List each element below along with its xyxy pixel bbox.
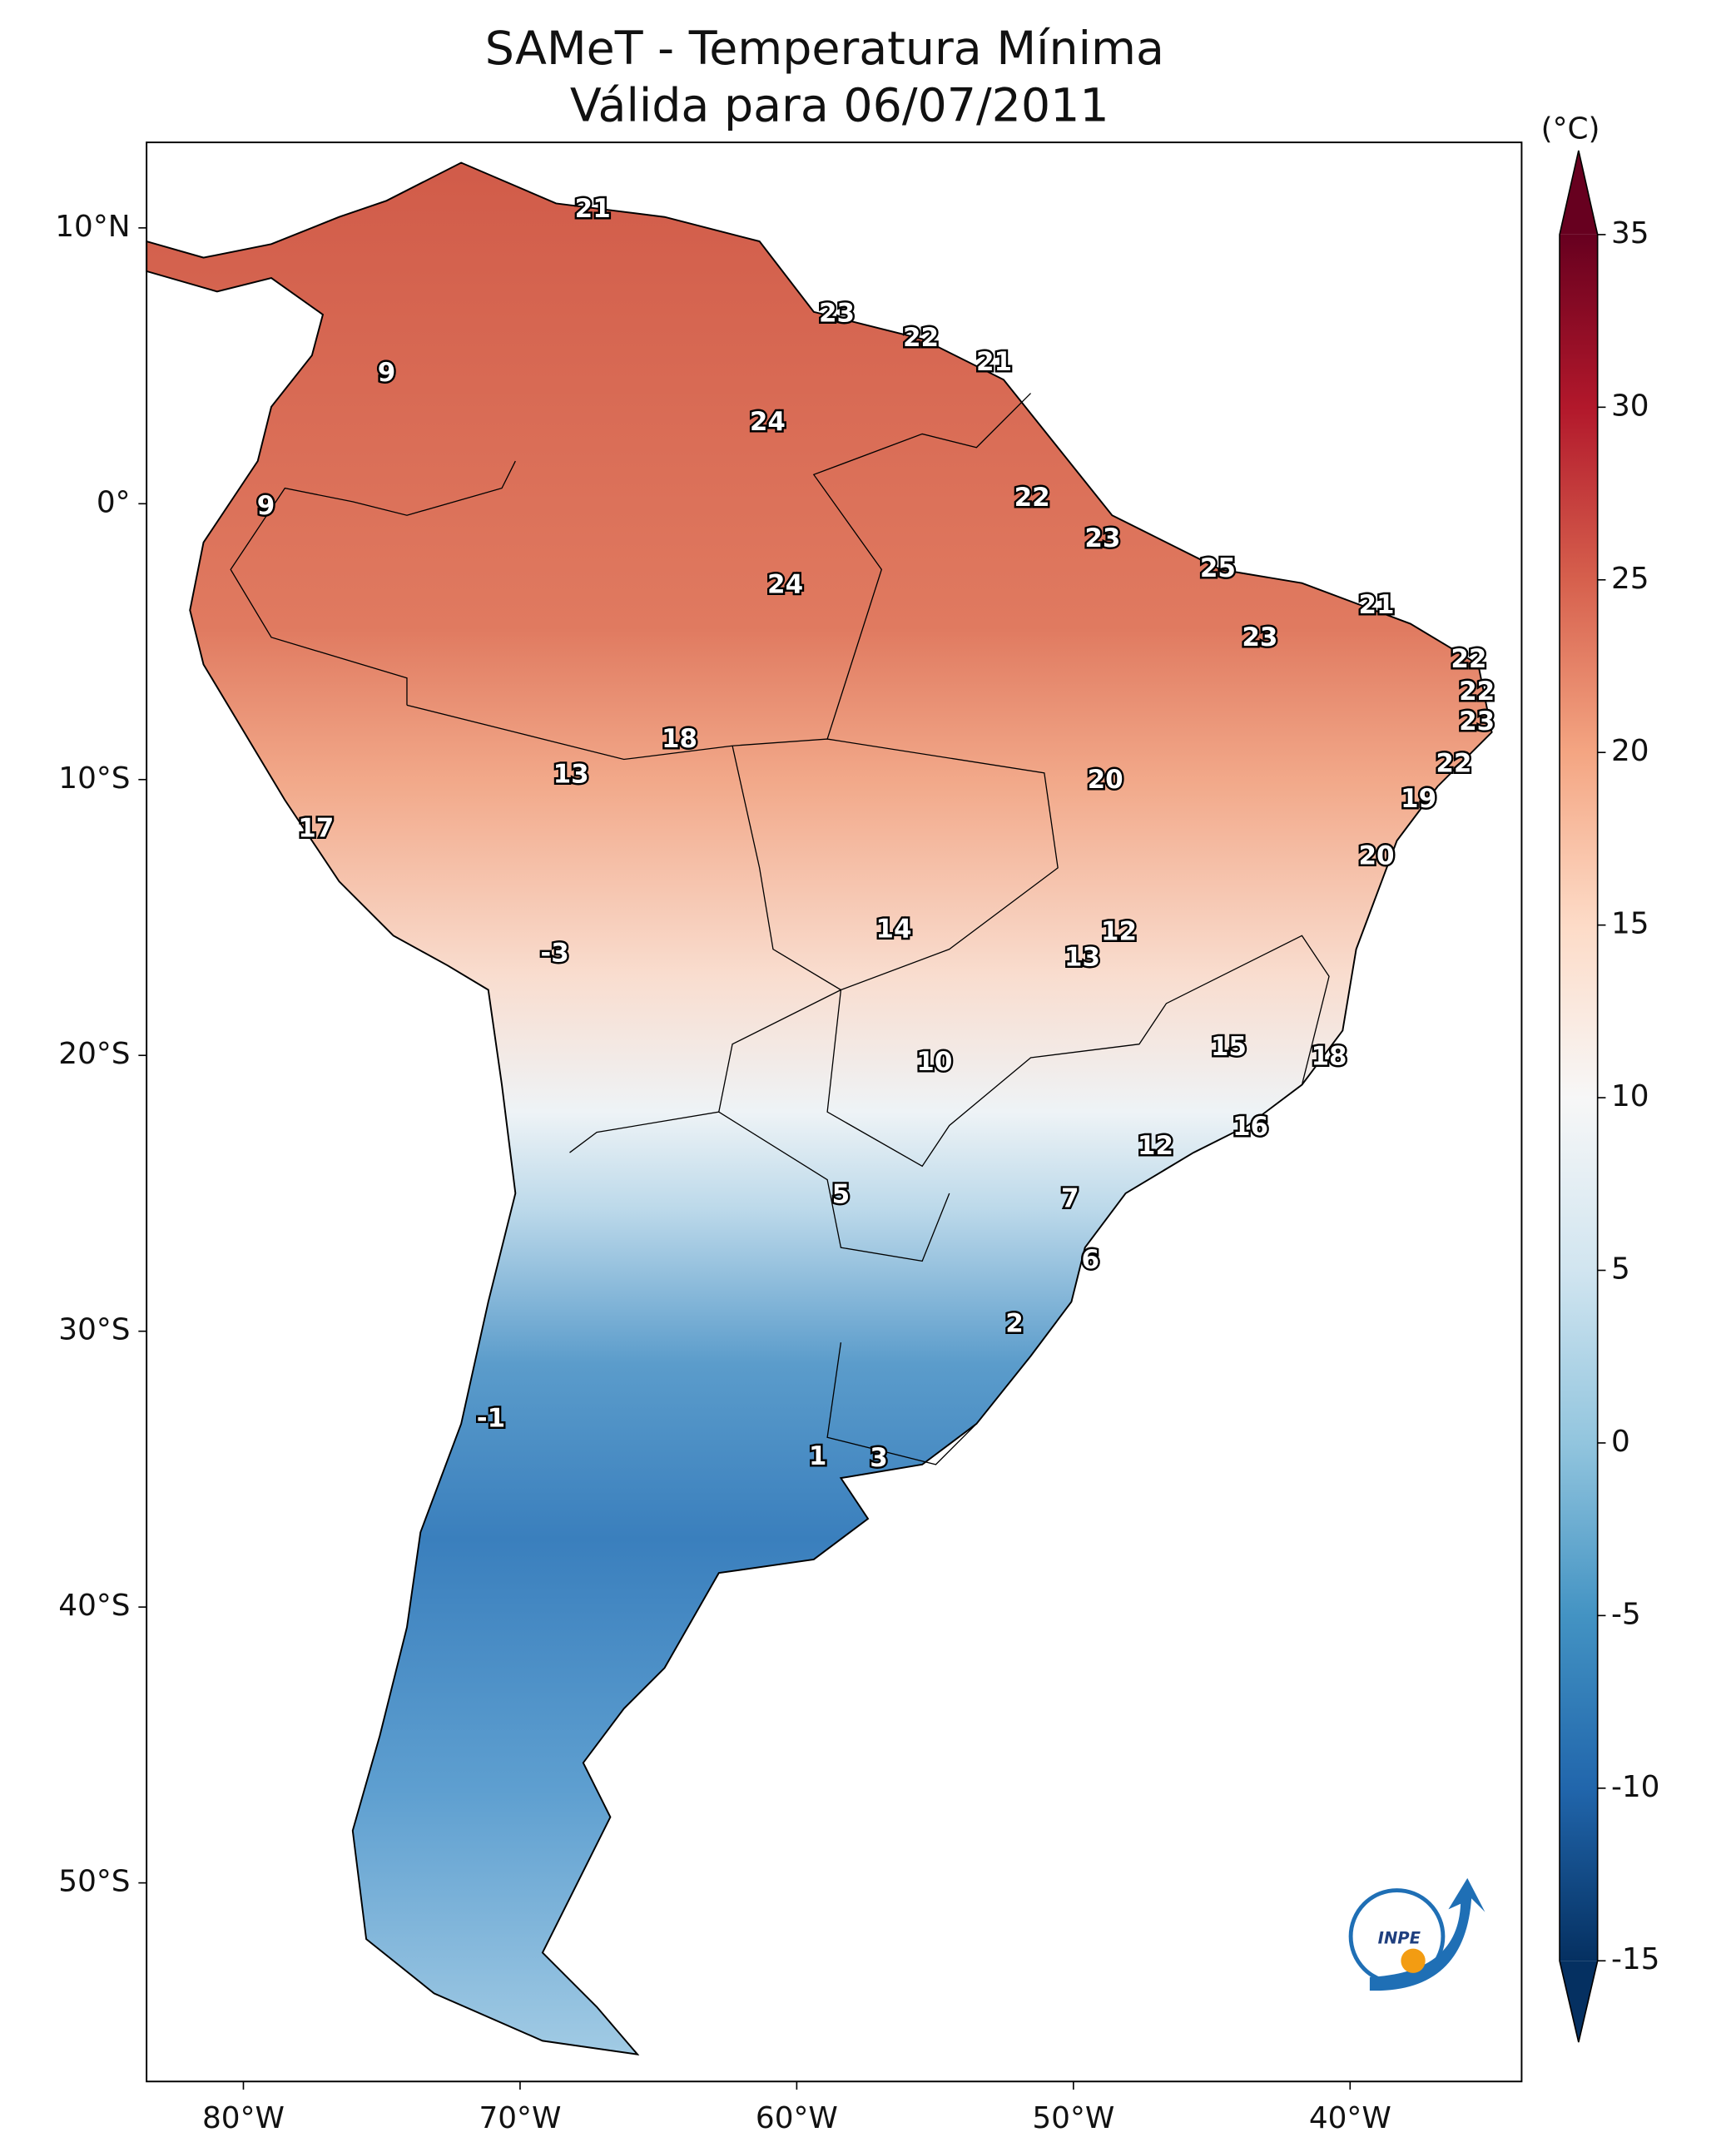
station-label: 16 bbox=[1233, 1112, 1268, 1142]
y-tick-label: 0° bbox=[97, 485, 131, 519]
station-label: 18 bbox=[1311, 1042, 1347, 1072]
station-label: 21 bbox=[575, 194, 611, 224]
station-label: 6 bbox=[1081, 1245, 1099, 1275]
station-label: 21 bbox=[976, 347, 1012, 377]
station-label: 12 bbox=[1138, 1131, 1173, 1161]
station-label: 17 bbox=[298, 814, 334, 844]
x-tick-label: 50°W bbox=[1032, 2101, 1114, 2135]
colorbar-tick-label: 35 bbox=[1611, 216, 1649, 250]
station-label: 9 bbox=[257, 491, 275, 521]
station-label: -3 bbox=[540, 939, 568, 969]
station-label: 22 bbox=[903, 323, 939, 353]
y-tick-label: 20°S bbox=[58, 1037, 130, 1071]
colorbar-tick-label: -5 bbox=[1611, 1597, 1641, 1631]
colorbar: (°C) -15 -10 -5 0 5 10 15 20 25 30 35 bbox=[1541, 112, 1660, 2043]
station-label: 12 bbox=[1101, 917, 1137, 947]
map-frame bbox=[146, 141, 1523, 2083]
y-tick-label: 50°S bbox=[58, 1865, 130, 1899]
land bbox=[146, 161, 1493, 2056]
station-label: 18 bbox=[662, 724, 697, 754]
station-label: 2 bbox=[1005, 1309, 1024, 1339]
colorbar-tick-label: 5 bbox=[1611, 1252, 1630, 1287]
station-label: 22 bbox=[1459, 677, 1495, 707]
colorbar-tick-label: -15 bbox=[1611, 1942, 1660, 1976]
colorbar-tick-label: 20 bbox=[1611, 734, 1649, 768]
station-label: 23 bbox=[819, 299, 855, 329]
station-label: 23 bbox=[1459, 707, 1495, 736]
borders bbox=[230, 393, 1330, 1465]
logo-dot bbox=[1401, 1948, 1426, 1973]
station-label: 10 bbox=[916, 1047, 952, 1077]
logo-arrow bbox=[1369, 1877, 1486, 1991]
station-label: 1 bbox=[809, 1441, 827, 1471]
station-label: 9 bbox=[378, 358, 396, 388]
colorbar-tick-label: 10 bbox=[1611, 1079, 1649, 1113]
station-label: 23 bbox=[1242, 622, 1277, 652]
x-tick-label: 70°W bbox=[479, 2101, 561, 2135]
subtitle: Válida para 06/07/2011 bbox=[570, 79, 1109, 132]
y-tick-label: 10°N bbox=[55, 210, 130, 244]
station-label: 24 bbox=[767, 569, 803, 599]
station-label: 23 bbox=[1084, 523, 1120, 553]
x-tick-label: 60°W bbox=[756, 2101, 838, 2135]
title: SAMeT - Temperatura Mínima bbox=[485, 22, 1164, 76]
station-label: 22 bbox=[1014, 483, 1050, 513]
station-label: 22 bbox=[1451, 644, 1486, 674]
y-tick-label: 10°S bbox=[58, 761, 130, 796]
station-label: 15 bbox=[1211, 1032, 1247, 1062]
station-label: 21 bbox=[1359, 590, 1395, 620]
logo: INPE bbox=[1348, 1877, 1486, 1991]
station-label: 13 bbox=[1064, 943, 1100, 973]
colorbar-tick-label: 25 bbox=[1611, 562, 1649, 596]
y-tick-label: 40°S bbox=[58, 1589, 130, 1623]
colorbar-tick-label: -10 bbox=[1611, 1770, 1660, 1804]
station-label: 13 bbox=[553, 760, 589, 790]
colorbar-extend-bottom bbox=[1560, 1961, 1598, 2043]
station-label: 22 bbox=[1436, 749, 1471, 779]
x-tick-label: 80°W bbox=[202, 2101, 285, 2135]
colorbar-scale bbox=[1560, 234, 1598, 1961]
x-tick-label: 40°W bbox=[1309, 2101, 1391, 2135]
colorbar-label: (°C) bbox=[1541, 112, 1600, 146]
station-label: 5 bbox=[832, 1180, 851, 1210]
colorbar-tick-label: 30 bbox=[1611, 389, 1649, 423]
colorbar-extend-top bbox=[1560, 150, 1598, 235]
logo-text: INPE bbox=[1378, 1929, 1421, 1948]
station-label: 19 bbox=[1401, 784, 1436, 814]
station-label: 24 bbox=[750, 407, 786, 437]
station-label: 7 bbox=[1061, 1184, 1079, 1214]
station-label: 3 bbox=[870, 1443, 888, 1473]
colorbar-tick-label: 15 bbox=[1611, 907, 1649, 941]
station-label: -1 bbox=[477, 1404, 505, 1434]
colorbar-tick-label: 0 bbox=[1611, 1425, 1630, 1459]
y-tick-label: 30°S bbox=[58, 1313, 130, 1347]
station-label: 25 bbox=[1200, 553, 1236, 583]
station-label: 20 bbox=[1359, 840, 1395, 870]
station-label: 14 bbox=[875, 914, 911, 944]
station-label: 20 bbox=[1088, 765, 1123, 795]
